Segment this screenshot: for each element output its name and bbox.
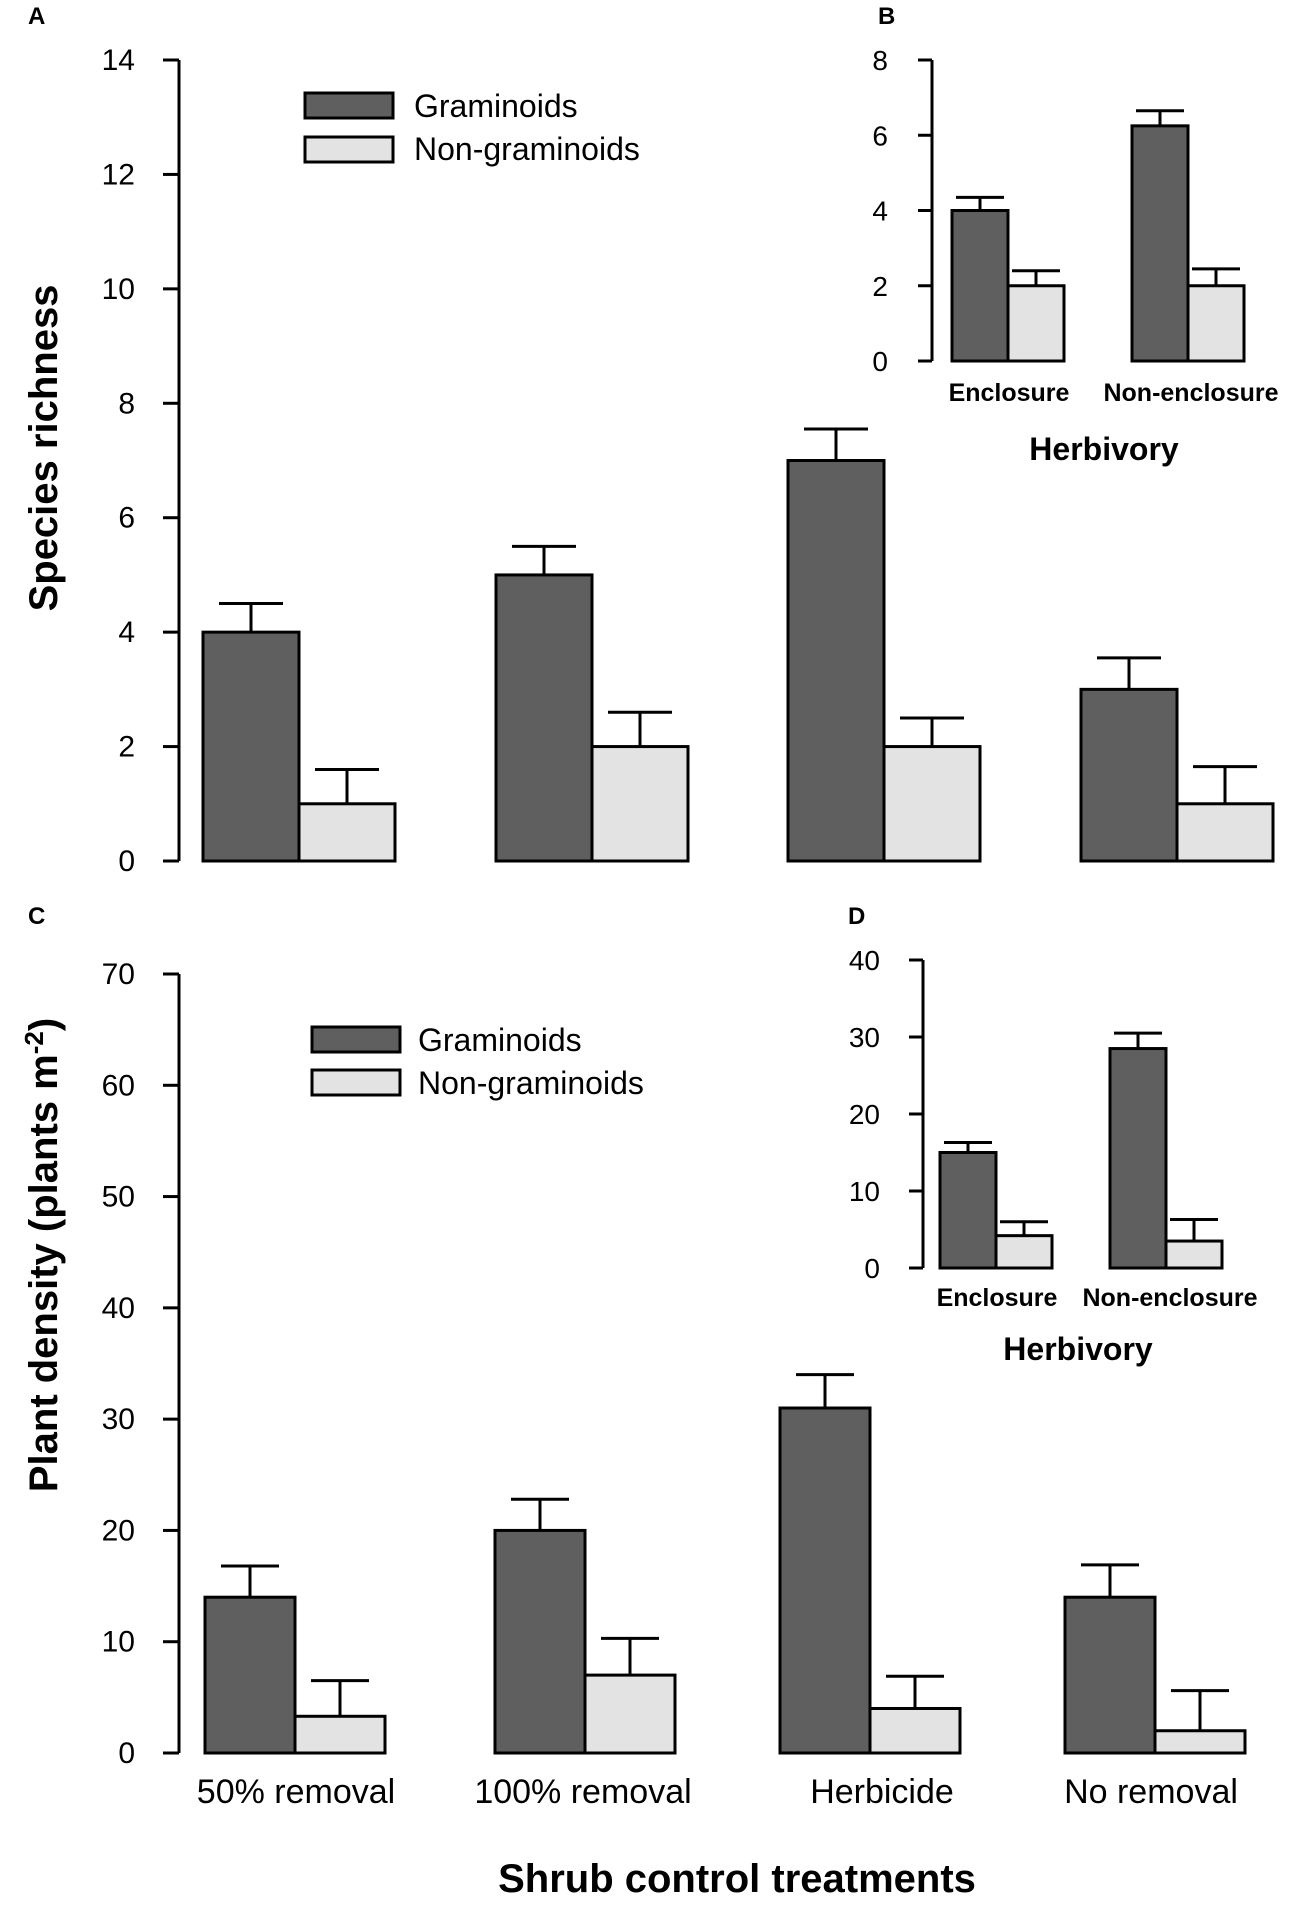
y-tick-label-c: 50 [102, 1181, 135, 1214]
x-category-label-c: 50% removal [197, 1773, 395, 1811]
y-tick-label-a: 6 [118, 502, 135, 535]
chart-c: 0 10 20 30 40 50 60 70 50% removal 100% removal He… [102, 958, 1247, 1811]
y-tick-label-a: 2 [118, 731, 135, 764]
y-tick-label-a: 14 [102, 44, 135, 77]
bar-non-graminoids-b [1186, 284, 1246, 363]
panel-label-a: A [28, 3, 45, 30]
y-tick-label-c: 40 [102, 1292, 135, 1325]
x-axis-title-main: Shrub control treatments [498, 1857, 976, 1901]
y-axis-title-c-superscript: -2 [19, 1031, 49, 1054]
chart-a: 0 2 4 6 8 10 12 14 [102, 44, 1275, 878]
x-category-label-d: Non-enclosure [1082, 1284, 1257, 1312]
legend-a: Graminoids Non-graminoids [303, 88, 640, 167]
y-axis-title-c: Plant density (plants m-2) [19, 1018, 66, 1492]
bar-non-graminoids-c [1153, 1729, 1247, 1755]
y-axis-title-a: Species richness [22, 285, 66, 612]
panel-label-d: D [848, 903, 865, 930]
x-category-label-b: Enclosure [949, 379, 1070, 407]
y-tick-label-a: 8 [118, 387, 135, 420]
bar-non-graminoids-c [293, 1714, 387, 1755]
y-tick-label-b: 0 [872, 346, 888, 377]
bar-non-graminoids-d [994, 1234, 1054, 1270]
chart-b: 0 2 4 6 8 Enclosure Non-enclosure [872, 45, 1278, 407]
bar-non-graminoids-a [882, 745, 982, 863]
x-category-label-b: Non-enclosure [1103, 379, 1278, 407]
legend-c: Graminoids Non-graminoids [310, 1022, 644, 1101]
legend-swatch-non-graminoids-c [310, 1068, 402, 1097]
bar-non-graminoids-a [590, 745, 690, 863]
y-tick-label-d: 0 [864, 1253, 880, 1284]
y-tick-label-c: 10 [102, 1626, 135, 1659]
bar-graminoids-a [201, 630, 301, 863]
panel-label-c: C [28, 903, 45, 930]
bar-graminoids-a [1079, 687, 1179, 863]
x-category-label-c: No removal [1064, 1773, 1238, 1811]
y-axis-title-c-close: ) [22, 1018, 66, 1031]
bar-graminoids-b [950, 209, 1010, 363]
legend-swatch-non-graminoids-a [303, 135, 395, 164]
y-tick-label-d: 10 [849, 1176, 880, 1207]
bar-graminoids-d [938, 1151, 998, 1270]
bar-graminoids-c [1063, 1595, 1157, 1755]
y-tick-label-b: 6 [872, 120, 888, 151]
bar-graminoids-c [778, 1406, 872, 1755]
y-tick-label-d: 30 [849, 1022, 880, 1053]
y-tick-label-a: 12 [102, 158, 135, 191]
bar-graminoids-b [1130, 124, 1190, 363]
bar-graminoids-d [1108, 1047, 1168, 1270]
bar-non-graminoids-c [583, 1673, 677, 1755]
bar-non-graminoids-c [868, 1706, 962, 1755]
legend-label-non-graminoids-a: Non-graminoids [414, 131, 640, 167]
y-axis-title-c-main: Plant density (plants m [22, 1054, 66, 1492]
x-axis-title-d: Herbivory [1003, 1331, 1153, 1367]
y-tick-label-b: 8 [872, 45, 888, 76]
legend-label-non-graminoids-c: Non-graminoids [418, 1065, 644, 1101]
y-tick-label-c: 20 [102, 1514, 135, 1547]
legend-label-graminoids-c: Graminoids [418, 1022, 582, 1058]
bar-graminoids-c [493, 1528, 587, 1755]
y-tick-label-a: 0 [118, 845, 135, 878]
y-tick-label-c: 70 [102, 958, 135, 991]
bar-non-graminoids-a [1175, 802, 1275, 863]
bar-non-graminoids-d [1164, 1239, 1224, 1270]
legend-swatch-graminoids-a [303, 91, 395, 120]
y-tick-label-c: 30 [102, 1403, 135, 1436]
x-category-label-c: 100% removal [474, 1773, 691, 1811]
x-axis-title-b: Herbivory [1029, 431, 1179, 467]
legend-label-graminoids-a: Graminoids [414, 88, 578, 124]
bar-non-graminoids-b [1006, 284, 1066, 363]
bar-graminoids-a [786, 459, 886, 863]
bar-graminoids-c [203, 1595, 297, 1755]
y-tick-label-d: 20 [849, 1099, 880, 1130]
bar-graminoids-a [494, 573, 594, 863]
x-category-label-c: Herbicide [810, 1773, 954, 1811]
y-tick-label-a: 10 [102, 273, 135, 306]
legend-swatch-graminoids-c [310, 1025, 402, 1054]
y-tick-label-c: 60 [102, 1069, 135, 1102]
x-category-label-d: Enclosure [937, 1284, 1058, 1312]
y-tick-label-c: 0 [118, 1737, 135, 1770]
chart-d: 0 10 20 30 40 Enclosure Non-enclosure [849, 945, 1258, 1312]
bar-non-graminoids-a [297, 802, 397, 863]
y-tick-label-a: 4 [118, 616, 135, 649]
panel-label-b: B [878, 3, 895, 30]
y-tick-label-b: 2 [872, 271, 888, 302]
y-tick-label-b: 4 [872, 196, 888, 227]
y-tick-label-d: 40 [849, 945, 880, 976]
